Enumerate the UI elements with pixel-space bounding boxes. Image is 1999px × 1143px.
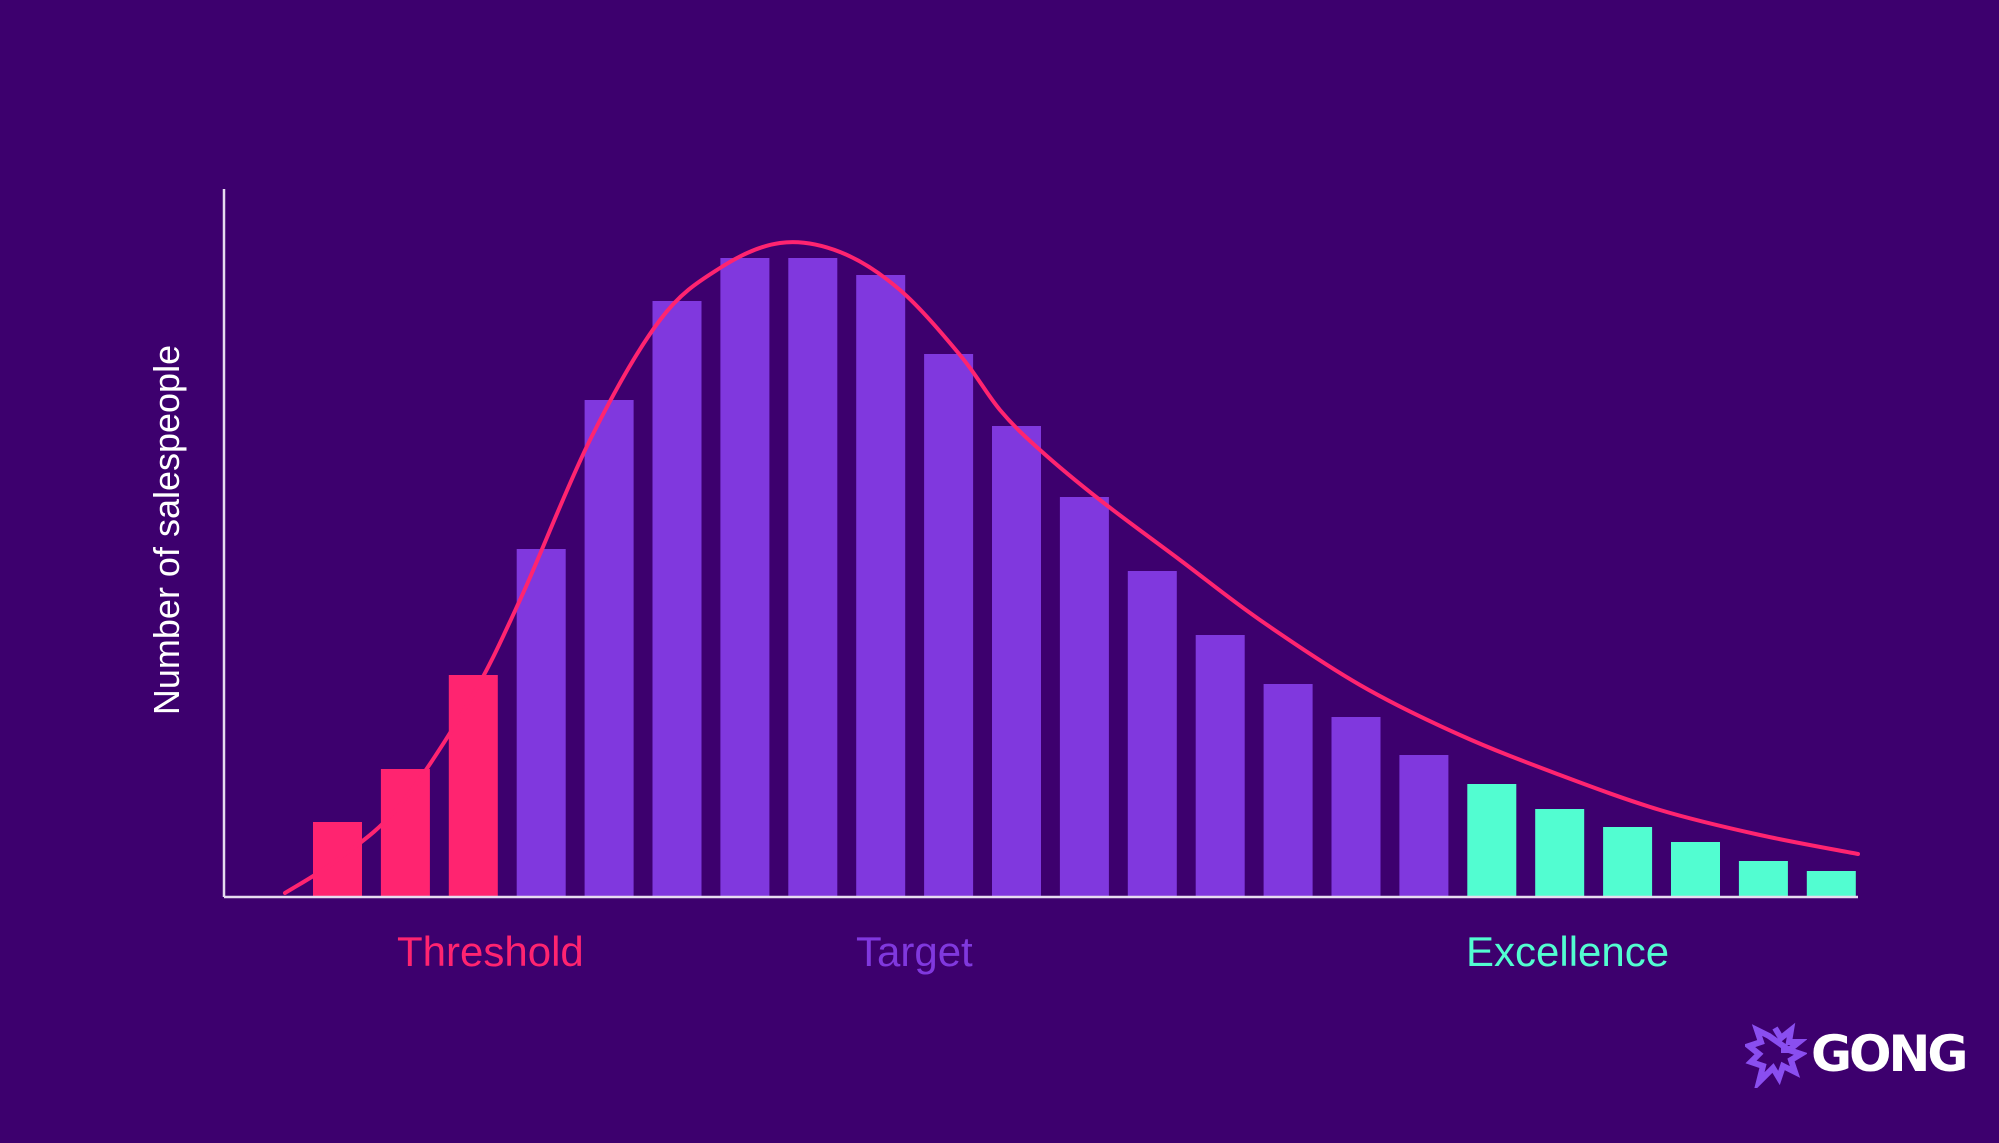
bar-4 — [516, 549, 566, 897]
distribution-curve — [283, 240, 1860, 895]
gong-starburst-icon — [1745, 1022, 1807, 1088]
bar-21 — [1671, 842, 1720, 897]
bars-group — [313, 258, 1856, 897]
bar-17 — [1399, 755, 1449, 897]
bar-6 — [652, 301, 702, 897]
target-label: Target — [856, 928, 973, 975]
excellence-label: Excellence — [1466, 928, 1670, 975]
bar-3 — [448, 675, 498, 897]
bar-11 — [992, 426, 1041, 897]
bar-22 — [1738, 861, 1788, 897]
bar-19 — [1535, 809, 1585, 897]
bar-5 — [584, 400, 634, 897]
bar-14 — [1195, 635, 1245, 897]
bar-10 — [924, 354, 974, 897]
bar-18 — [1467, 784, 1517, 897]
gong-logo: GONG — [1745, 1020, 1968, 1088]
bar-12 — [1059, 497, 1109, 897]
bar-2 — [380, 769, 430, 897]
bar-13 — [1127, 571, 1177, 897]
bar-8 — [788, 258, 838, 897]
bar-20 — [1603, 827, 1653, 897]
bar-16 — [1331, 717, 1381, 897]
gong-wordmark: GONG — [1811, 1025, 1968, 1083]
bar-7 — [720, 258, 770, 897]
bar-23 — [1806, 871, 1856, 897]
bar-15 — [1263, 684, 1313, 897]
bar-9 — [856, 275, 906, 897]
threshold-label: Threshold — [397, 928, 584, 975]
y-axis-label: Number of salespeople — [146, 344, 187, 716]
